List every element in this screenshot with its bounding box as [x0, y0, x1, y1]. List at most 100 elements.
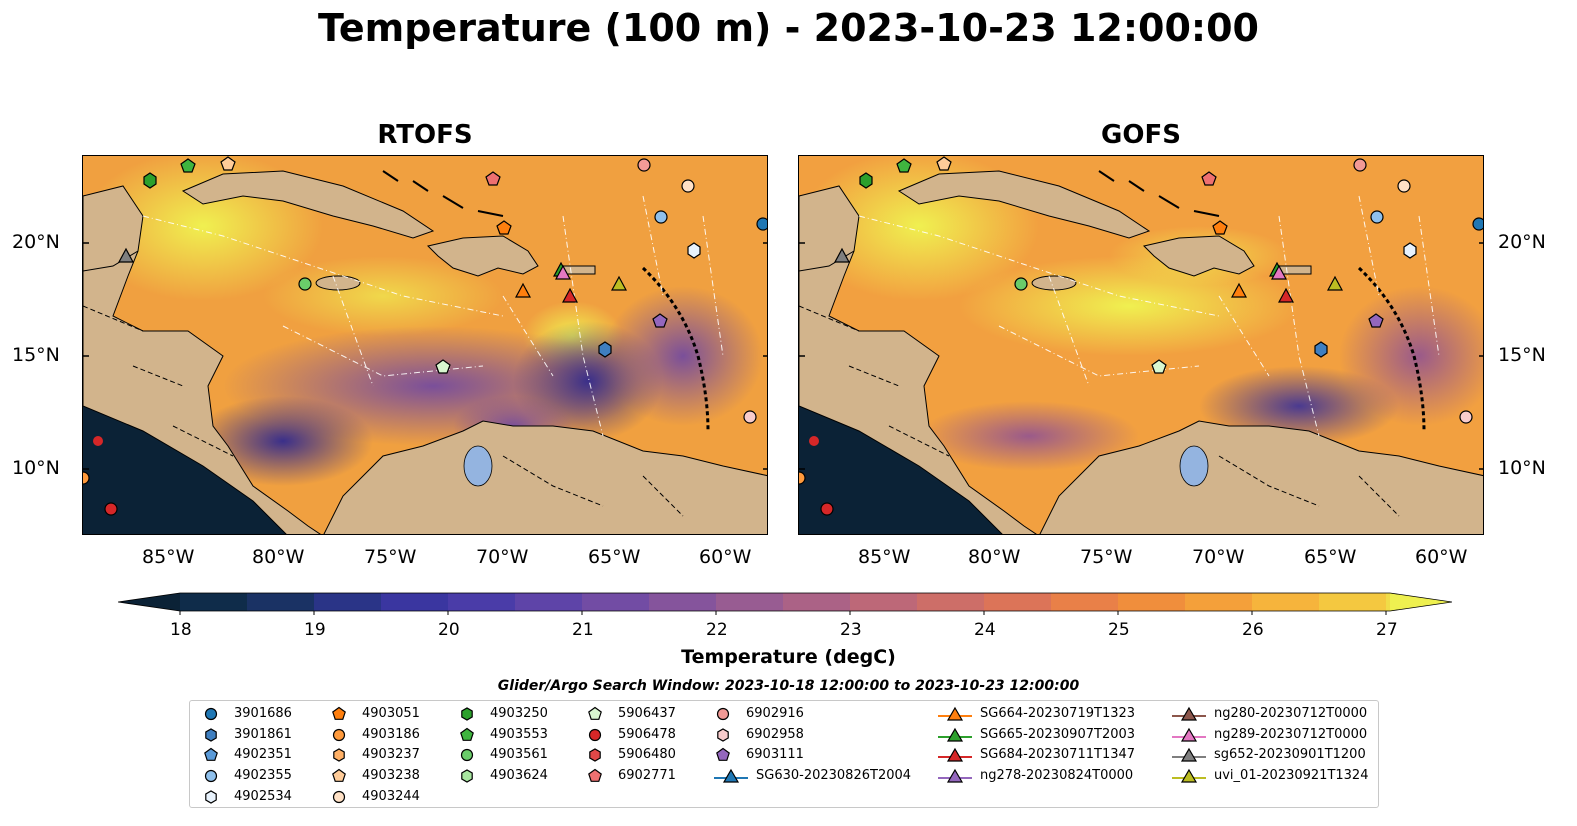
- legend-item-label: 4903238: [362, 768, 420, 784]
- circle-marker-icon: [588, 728, 602, 741]
- lon-label-75w: 75°W: [364, 546, 417, 568]
- legend-item-label: 3901861: [234, 726, 292, 742]
- lon-label-65w: 65°W: [588, 546, 641, 568]
- circle-marker-icon: [716, 707, 730, 721]
- hexagon-marker-icon: [461, 707, 473, 721]
- legend-item-label: ng280-20230712T0000: [1214, 706, 1368, 721]
- lon-label-75w: 75°W: [1080, 546, 1133, 568]
- rtofs-map-panel[interactable]: [82, 155, 768, 535]
- circle-marker-icon: [460, 749, 474, 762]
- legend-title: Glider/Argo Search Window: 2023-10-18 12…: [497, 678, 1080, 694]
- colorbar-tick: 20: [438, 620, 460, 640]
- triangle-line-marker-icon: [1172, 748, 1206, 762]
- colorbar-tick: 22: [706, 620, 728, 640]
- legend-item-label: 4903553: [490, 726, 548, 742]
- legend-item-label: 4902534: [234, 788, 292, 804]
- colorbar-label: Temperature (degC): [681, 646, 896, 668]
- lat-label-10n-right: 10°N: [1498, 457, 1546, 479]
- legend-item-label: 6902916: [746, 706, 804, 721]
- colorbar-tick: 25: [1108, 620, 1130, 640]
- legend-item-label: 4903244: [362, 788, 420, 804]
- colorbar-tick: 19: [304, 620, 326, 640]
- triangle-line-marker-icon: [938, 727, 972, 742]
- triangle-line-marker-icon: [1172, 706, 1206, 721]
- lon-label-70w: 70°W: [1192, 546, 1245, 568]
- lon-label-70w: 70°W: [476, 546, 529, 568]
- lon-label-80w: 80°W: [252, 546, 305, 568]
- lon-label-85w: 85°W: [142, 546, 195, 568]
- triangle-line-marker-icon: [938, 748, 972, 762]
- legend-item-label: 4903186: [362, 726, 420, 742]
- lon-label-85w: 85°W: [858, 546, 911, 568]
- legend-item-label: 6902958: [746, 726, 804, 742]
- legend-item-label: 4902351: [234, 747, 292, 763]
- gofs-map: [799, 156, 1483, 534]
- legend-item-label: 4903624: [490, 768, 548, 784]
- legend-item-label: uvi_01-20230921T1324: [1214, 768, 1369, 784]
- circle-marker-icon: [332, 790, 346, 803]
- legend-item-label: 4903250: [490, 706, 548, 721]
- triangle-line-marker-icon: [714, 768, 748, 783]
- lat-label-10n-left: 10°N: [12, 457, 60, 479]
- gofs-panel-title: GOFS: [1101, 120, 1181, 150]
- legend-item-label: SG630-20230826T2004: [756, 768, 912, 784]
- colorbar-tick: 21: [572, 620, 594, 640]
- pentagon-marker-icon: [332, 706, 346, 720]
- colorbar-tick: 26: [1242, 620, 1264, 640]
- pentagon-marker-icon: [588, 706, 602, 720]
- figure-title: Temperature (100 m) - 2023-10-23 12:00:0…: [317, 6, 1259, 50]
- colorbar-tick: 23: [840, 620, 862, 640]
- legend-item-label: 4903561: [490, 747, 548, 763]
- legend-item-label: 5906437: [618, 706, 676, 721]
- marker-4903561: [298, 277, 312, 291]
- hexagon-marker-icon: [205, 790, 217, 804]
- hexagon-marker-icon: [717, 727, 729, 742]
- pentagon-marker-icon: [716, 748, 730, 762]
- lat-label-15n-right: 15°N: [1498, 344, 1546, 366]
- legend-item-label: SG664-20230719T1323: [980, 706, 1136, 721]
- gofs-map-panel[interactable]: [798, 155, 1484, 535]
- legend-item-label: ng278-20230824T0000: [980, 768, 1134, 784]
- rtofs-panel-title: RTOFS: [377, 120, 473, 150]
- legend-item-label: 4903237: [362, 747, 420, 763]
- lon-label-60w: 60°W: [699, 546, 752, 568]
- pentagon-marker-icon: [204, 748, 218, 762]
- legend-item-label: 6903111: [746, 747, 804, 763]
- lat-label-20n-left: 20°N: [12, 231, 60, 253]
- pentagon-marker-icon: [332, 768, 346, 782]
- legend-item-label: 4903051: [362, 706, 420, 721]
- legend-item-label: sg652-20230901T1200: [1214, 747, 1366, 763]
- triangle-line-marker-icon: [1172, 727, 1206, 742]
- hexagon-marker-icon: [461, 769, 473, 783]
- triangle-line-marker-icon: [938, 706, 972, 721]
- pentagon-marker-icon: [460, 727, 474, 741]
- colorbar-tick: 27: [1376, 620, 1398, 640]
- legend-item-label: 6902771: [618, 768, 676, 784]
- triangle-line-marker-icon: [938, 768, 972, 783]
- lon-label-60w: 60°W: [1415, 546, 1468, 568]
- hexagon-marker-icon: [589, 748, 601, 763]
- lat-label-15n-left: 15°N: [12, 344, 60, 366]
- legend-item-label: 4902355: [234, 768, 292, 784]
- circle-marker-icon: [332, 728, 346, 741]
- legend-item-label: SG684-20230711T1347: [980, 747, 1136, 763]
- lon-label-80w: 80°W: [968, 546, 1021, 568]
- legend: 3901686 3901861 4902351 4902355 4902534 49030…: [189, 700, 1379, 808]
- hexagon-marker-icon: [205, 727, 217, 742]
- temperature-colorbar: [118, 592, 1452, 615]
- colorbar-tick: 24: [974, 620, 996, 640]
- lon-label-65w: 65°W: [1304, 546, 1357, 568]
- lat-label-20n-right: 20°N: [1498, 231, 1546, 253]
- pentagon-marker-icon: [588, 768, 602, 782]
- legend-item-label: 5906478: [618, 726, 676, 742]
- hexagon-marker-icon: [333, 748, 345, 763]
- legend-item-label: ng289-20230712T0000: [1214, 726, 1368, 742]
- circle-marker-icon: [204, 707, 218, 721]
- legend-item-label: SG665-20230907T2003: [980, 726, 1136, 742]
- colorbar-tick: 18: [170, 620, 192, 640]
- circle-marker-icon: [204, 769, 218, 783]
- legend-item-label: 3901686: [234, 706, 292, 721]
- legend-item-label: 5906480: [618, 747, 676, 763]
- rtofs-map: [83, 156, 767, 534]
- triangle-line-marker-icon: [1172, 768, 1206, 783]
